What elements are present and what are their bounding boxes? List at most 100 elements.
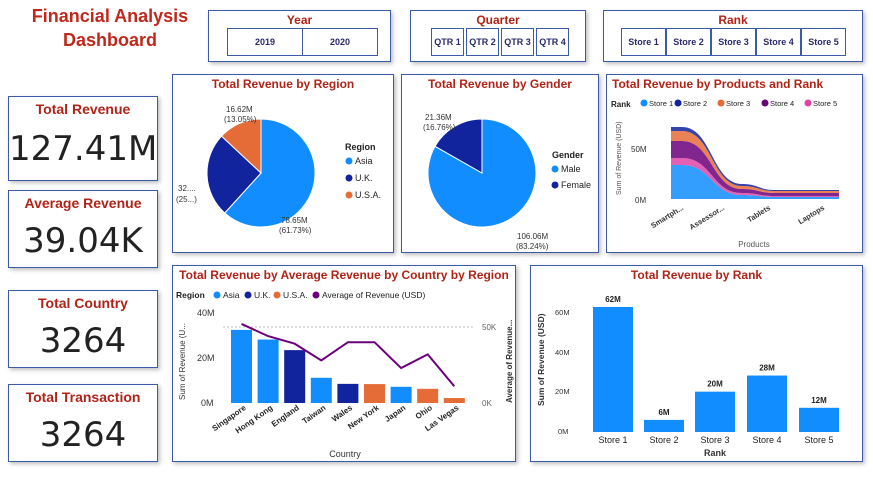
country-xtick: England	[270, 403, 301, 429]
rank-bars[interactable]: 62M Store 1 6M Store 2 20M Store 3 28M Store 4 1…	[593, 295, 839, 445]
products-chart-title: Total Revenue by Products and Rank	[612, 77, 824, 91]
rank-data-label: 6M	[658, 408, 669, 417]
total-transaction-value: 3264	[39, 415, 127, 455]
country-chart-title: Total Revenue by Average Revenue by Coun…	[179, 268, 509, 282]
country-x-label: Country	[329, 449, 361, 459]
rank-bar-store-5[interactable]	[799, 407, 839, 432]
pie-slice-female[interactable]	[434, 118, 483, 174]
country-y2tick-0k: 0K	[482, 399, 492, 408]
area-store-3[interactable]	[671, 131, 839, 193]
rank-ytick-0m: 0M	[558, 427, 568, 436]
female-pct-label: (16.76%)	[423, 123, 456, 132]
area-store-1[interactable]	[671, 165, 839, 199]
country-bar-ohio[interactable]	[417, 388, 439, 403]
rank-ytick-20m: 20M	[555, 387, 570, 396]
products-legend-label: Store 4	[770, 99, 794, 108]
legend-male-dot	[551, 165, 559, 173]
country-bar-england[interactable]	[284, 350, 306, 403]
rank-chart-title: Total Revenue by Rank	[630, 268, 763, 282]
asia-pct-label: (61.73%)	[279, 226, 312, 235]
country-y2tick-50k: 50K	[482, 323, 497, 332]
area-store-4[interactable]	[671, 141, 839, 196]
country-bar-wales[interactable]	[337, 383, 359, 403]
legend-country-usa-dot	[273, 291, 281, 299]
region-pie-svg: 16.62M (13.05%) 32.... (25...) 78.65M (6…	[176, 105, 381, 235]
products-xtick: Laptops	[797, 203, 827, 226]
year-slicer-title: Year	[286, 13, 313, 27]
year-2019-button[interactable]: 2019	[227, 28, 303, 56]
rank-bar-svg: Sum of Revenue (USD) 60M 40M 20M 0M 62M S…	[536, 295, 839, 458]
products-legend-label: Store 5	[813, 99, 837, 108]
rank-store4-button[interactable]: Store 4	[756, 28, 801, 56]
country-bar-japan[interactable]	[390, 386, 412, 403]
legend-country-asia: Asia	[223, 290, 240, 300]
pie-slice-u-s-a-[interactable]	[220, 118, 262, 175]
country-bar-singapore[interactable]	[231, 329, 252, 403]
products-area[interactable]	[671, 127, 839, 199]
country-line[interactable]	[241, 323, 456, 387]
rank-data-label: 62M	[605, 295, 621, 304]
total-country-card: Total Country 3264	[8, 290, 158, 368]
rank-xtick: Store 1	[598, 435, 627, 445]
rank-xtick: Store 5	[804, 435, 833, 445]
products-legend-dot	[717, 99, 725, 107]
total-revenue-label: Total Revenue	[35, 101, 131, 117]
uk-value-label: 32....	[178, 184, 196, 193]
year-slicer: Year 2019 2020	[208, 10, 391, 62]
products-legend-title: Rank	[611, 100, 631, 109]
country-legend-title: Region	[176, 290, 205, 300]
average-revenue-line[interactable]	[241, 323, 456, 387]
legend-uk-label: U.K.	[355, 173, 373, 183]
qtr1-button[interactable]: QTR 1	[431, 28, 464, 56]
country-bar-new-york[interactable]	[364, 384, 385, 403]
region-legend-title: Region	[345, 142, 376, 152]
rank-store3-button[interactable]: Store 3	[711, 28, 756, 56]
rank-store1-button[interactable]: Store 1	[621, 28, 666, 56]
legend-male-label: Male	[561, 164, 581, 174]
legend-female-dot	[551, 181, 559, 189]
rank-slicer-title: Rank	[718, 13, 748, 27]
quarter-slicer: Quarter QTR 1 QTR 2 QTR 3 QTR 4	[410, 10, 586, 62]
usa-value-label: 16.62M	[226, 105, 253, 114]
rank-store2-button[interactable]: Store 2	[666, 28, 711, 56]
country-y2-label: Average of Revenue...	[505, 320, 514, 403]
products-legend-label: Store 2	[683, 99, 707, 108]
products-legend-dot	[674, 99, 682, 107]
rank-bar-store-4[interactable]	[747, 375, 787, 432]
country-xtick: Taiwan	[301, 403, 328, 426]
asia-value-label: 78.65M	[281, 216, 308, 225]
rank-x-label: Rank	[704, 448, 727, 458]
country-bar-taiwan[interactable]	[310, 377, 332, 403]
male-pct-label: (83.24%)	[516, 242, 549, 251]
products-legend: Store 1 Store 2 Store 3 Store 4 Store 5	[640, 99, 837, 108]
rank-bar-store-2[interactable]	[644, 419, 684, 432]
products-chart-panel: Total Revenue by Products and Rank Rank …	[606, 74, 863, 253]
qtr2-button[interactable]: QTR 2	[466, 28, 499, 56]
area-store-5[interactable]	[671, 158, 839, 197]
country-bar-hong-kong[interactable]	[257, 339, 279, 403]
region-pie[interactable]	[206, 118, 316, 228]
legend-usa-label: U.S.A.	[355, 190, 381, 200]
gender-pie[interactable]	[427, 118, 537, 228]
total-country-label: Total Country	[38, 295, 128, 311]
qtr4-button[interactable]: QTR 4	[536, 28, 569, 56]
usa-pct-label: (13.05%)	[224, 115, 257, 124]
products-xtick: Tablets	[745, 203, 772, 224]
rank-bar-store-1[interactable]	[593, 306, 633, 432]
products-xtick: Smartph...	[649, 203, 685, 230]
rank-bar-store-3[interactable]	[695, 391, 735, 432]
country-bars[interactable]	[231, 329, 465, 403]
dashboard-title-line1: Financial Analysis	[31, 6, 189, 26]
country-bar-las-vegas[interactable]	[443, 398, 465, 403]
rank-slicer: Rank Store 1 Store 2 Store 3 Store 4 Sto…	[603, 10, 863, 62]
legend-uk-dot	[345, 174, 353, 182]
qtr3-button[interactable]: QTR 3	[501, 28, 534, 56]
pie-slice-asia[interactable]	[224, 118, 316, 228]
rank-store5-button[interactable]: Store 5	[801, 28, 846, 56]
pie-slice-u-k-[interactable]	[206, 135, 262, 214]
rank-ytick-40m: 40M	[555, 348, 570, 357]
female-value-label: 21.36M	[425, 113, 452, 122]
year-2020-button[interactable]: 2020	[302, 28, 378, 56]
total-country-value: 3264	[39, 321, 127, 361]
